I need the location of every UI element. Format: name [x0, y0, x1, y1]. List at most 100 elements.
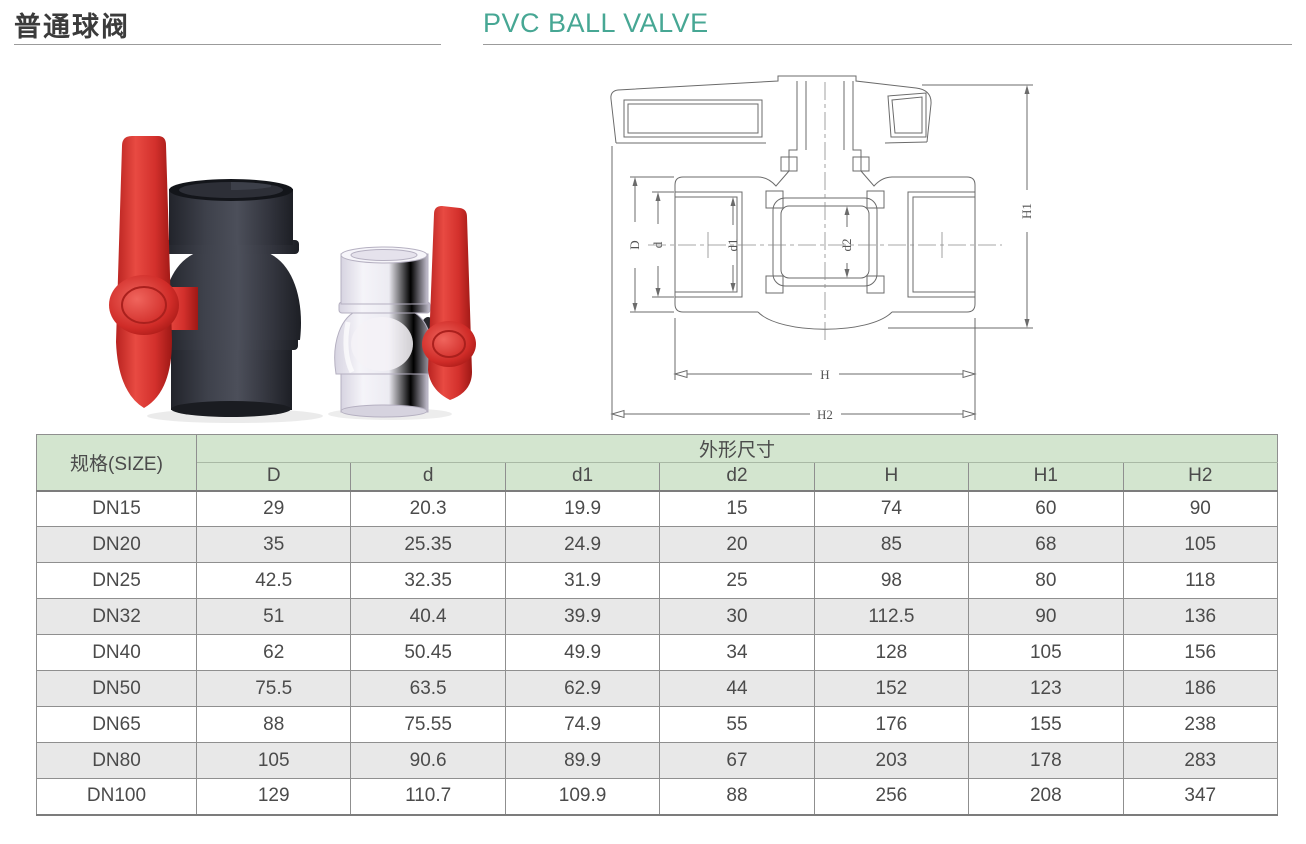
value-cell: 75.55 — [350, 706, 506, 743]
value-cell: 105 — [968, 634, 1124, 671]
value-cell: 39.9 — [504, 598, 661, 635]
value-cell: 98 — [813, 562, 970, 599]
size-cell: DN50 — [36, 670, 197, 707]
value-cell: 20.3 — [350, 490, 506, 527]
value-cell: 85 — [813, 526, 970, 563]
page-title-english: PVC BALL VALVE — [483, 8, 709, 38]
value-cell: 178 — [968, 742, 1124, 779]
value-cell: 90 — [1122, 490, 1279, 527]
column-header-d: D — [195, 462, 352, 492]
table-row: DN40 62 50.45 49.9 34 128 105 156 — [36, 634, 1279, 671]
value-cell: 75.5 — [195, 670, 352, 707]
size-cell: DN25 — [36, 562, 197, 599]
value-cell: 32.35 — [350, 562, 506, 599]
value-cell: 49.9 — [504, 634, 661, 671]
table-row: DN32 51 40.4 39.9 30 112.5 90 136 — [36, 598, 1279, 635]
value-cell: 90.6 — [350, 742, 506, 779]
column-header-d: d — [350, 462, 506, 492]
title-underline-left — [14, 44, 441, 45]
value-cell: 88 — [659, 778, 815, 816]
value-cell: 44 — [659, 670, 815, 707]
value-cell: 283 — [1122, 742, 1279, 779]
dimension-H1: H1 — [888, 84, 1034, 329]
dark-valve-handle-bar — [116, 136, 172, 408]
value-cell: 90 — [968, 598, 1124, 635]
svg-text:H2: H2 — [817, 407, 833, 422]
table-row: DN50 75.5 63.5 62.9 44 152 123 186 — [36, 670, 1279, 707]
drawing-handle — [610, 75, 932, 144]
value-cell: 62.9 — [504, 670, 661, 707]
dark-valve-handle-boss — [109, 275, 179, 335]
value-cell: 347 — [1122, 778, 1279, 816]
value-cell: 156 — [1122, 634, 1279, 671]
value-cell: 60 — [968, 490, 1124, 527]
product-photo-ball-valves — [109, 136, 476, 423]
value-cell: 203 — [813, 742, 970, 779]
value-cell: 40.4 — [350, 598, 506, 635]
value-cell: 19.9 — [504, 490, 661, 527]
value-cell: 256 — [813, 778, 970, 816]
size-cell: DN20 — [36, 526, 197, 563]
table-row: DN65 88 75.55 74.9 55 176 155 238 — [36, 706, 1279, 743]
table-row: DN80 105 90.6 89.9 67 203 178 283 — [36, 742, 1279, 779]
table-row: DN15 29 20.3 19.9 15 74 60 90 — [36, 490, 1279, 527]
clear-ball-valve — [334, 206, 476, 418]
size-cell: DN100 — [36, 778, 197, 816]
dimension-H2: H2 — [610, 146, 977, 422]
value-cell: 155 — [968, 706, 1124, 743]
dimension-H: H — [673, 318, 977, 382]
value-cell: 55 — [659, 706, 815, 743]
dark-ball-valve — [109, 136, 301, 417]
value-cell: 30 — [659, 598, 815, 635]
dimension-d: d — [650, 191, 674, 298]
value-cell: 110.7 — [350, 778, 506, 816]
value-cell: 25.35 — [350, 526, 506, 563]
size-cell: DN65 — [36, 706, 197, 743]
value-cell: 67 — [659, 742, 815, 779]
column-header-d2: d2 — [659, 462, 815, 492]
size-cell: DN15 — [36, 490, 197, 527]
value-cell: 24.9 — [504, 526, 661, 563]
value-cell: 152 — [813, 670, 970, 707]
value-cell: 136 — [1122, 598, 1279, 635]
title-underline-right — [483, 44, 1292, 45]
value-cell: 25 — [659, 562, 815, 599]
value-cell: 29 — [195, 490, 352, 527]
value-cell: 63.5 — [350, 670, 506, 707]
size-cell: DN40 — [36, 634, 197, 671]
value-cell: 238 — [1122, 706, 1279, 743]
value-cell: 105 — [1122, 526, 1279, 563]
table-group-header-row: 规格(SIZE) 外形尺寸 — [36, 434, 1278, 492]
table-row: DN100 129 110.7 109.9 88 256 208 347 — [36, 778, 1279, 816]
dimension-D: D — [627, 176, 674, 313]
drawing-centerlines — [648, 82, 1002, 342]
value-cell: 42.5 — [195, 562, 352, 599]
value-cell: 35 — [195, 526, 352, 563]
column-header-h1: H1 — [968, 462, 1124, 492]
page-title-chinese: 普通球阀 — [14, 12, 130, 42]
value-cell: 80 — [968, 562, 1124, 599]
svg-text:d: d — [650, 241, 665, 248]
dimension-d2: d2 — [839, 206, 854, 278]
size-cell: DN80 — [36, 742, 197, 779]
value-cell: 129 — [195, 778, 352, 816]
svg-text:d1: d1 — [725, 239, 740, 252]
size-column-header: 规格(SIZE) — [36, 434, 197, 492]
value-cell: 51 — [195, 598, 352, 635]
column-header-h2: H2 — [1122, 462, 1279, 492]
value-cell: 123 — [968, 670, 1124, 707]
value-cell: 74 — [813, 490, 970, 527]
valve-dimension-drawing: D d d1 d2 H1 H — [610, 75, 1034, 422]
value-cell: 20 — [659, 526, 815, 563]
column-header-h: H — [813, 462, 970, 492]
value-cell: 34 — [659, 634, 815, 671]
size-cell: DN32 — [36, 598, 197, 635]
value-cell: 118 — [1122, 562, 1279, 599]
value-cell: 186 — [1122, 670, 1279, 707]
clear-valve-handle-bar — [428, 206, 472, 400]
value-cell: 15 — [659, 490, 815, 527]
value-cell: 31.9 — [504, 562, 661, 599]
table-body: DN15 29 20.3 19.9 15 74 60 90 DN20 35 25.35 24.9 20 8… — [36, 490, 1279, 816]
